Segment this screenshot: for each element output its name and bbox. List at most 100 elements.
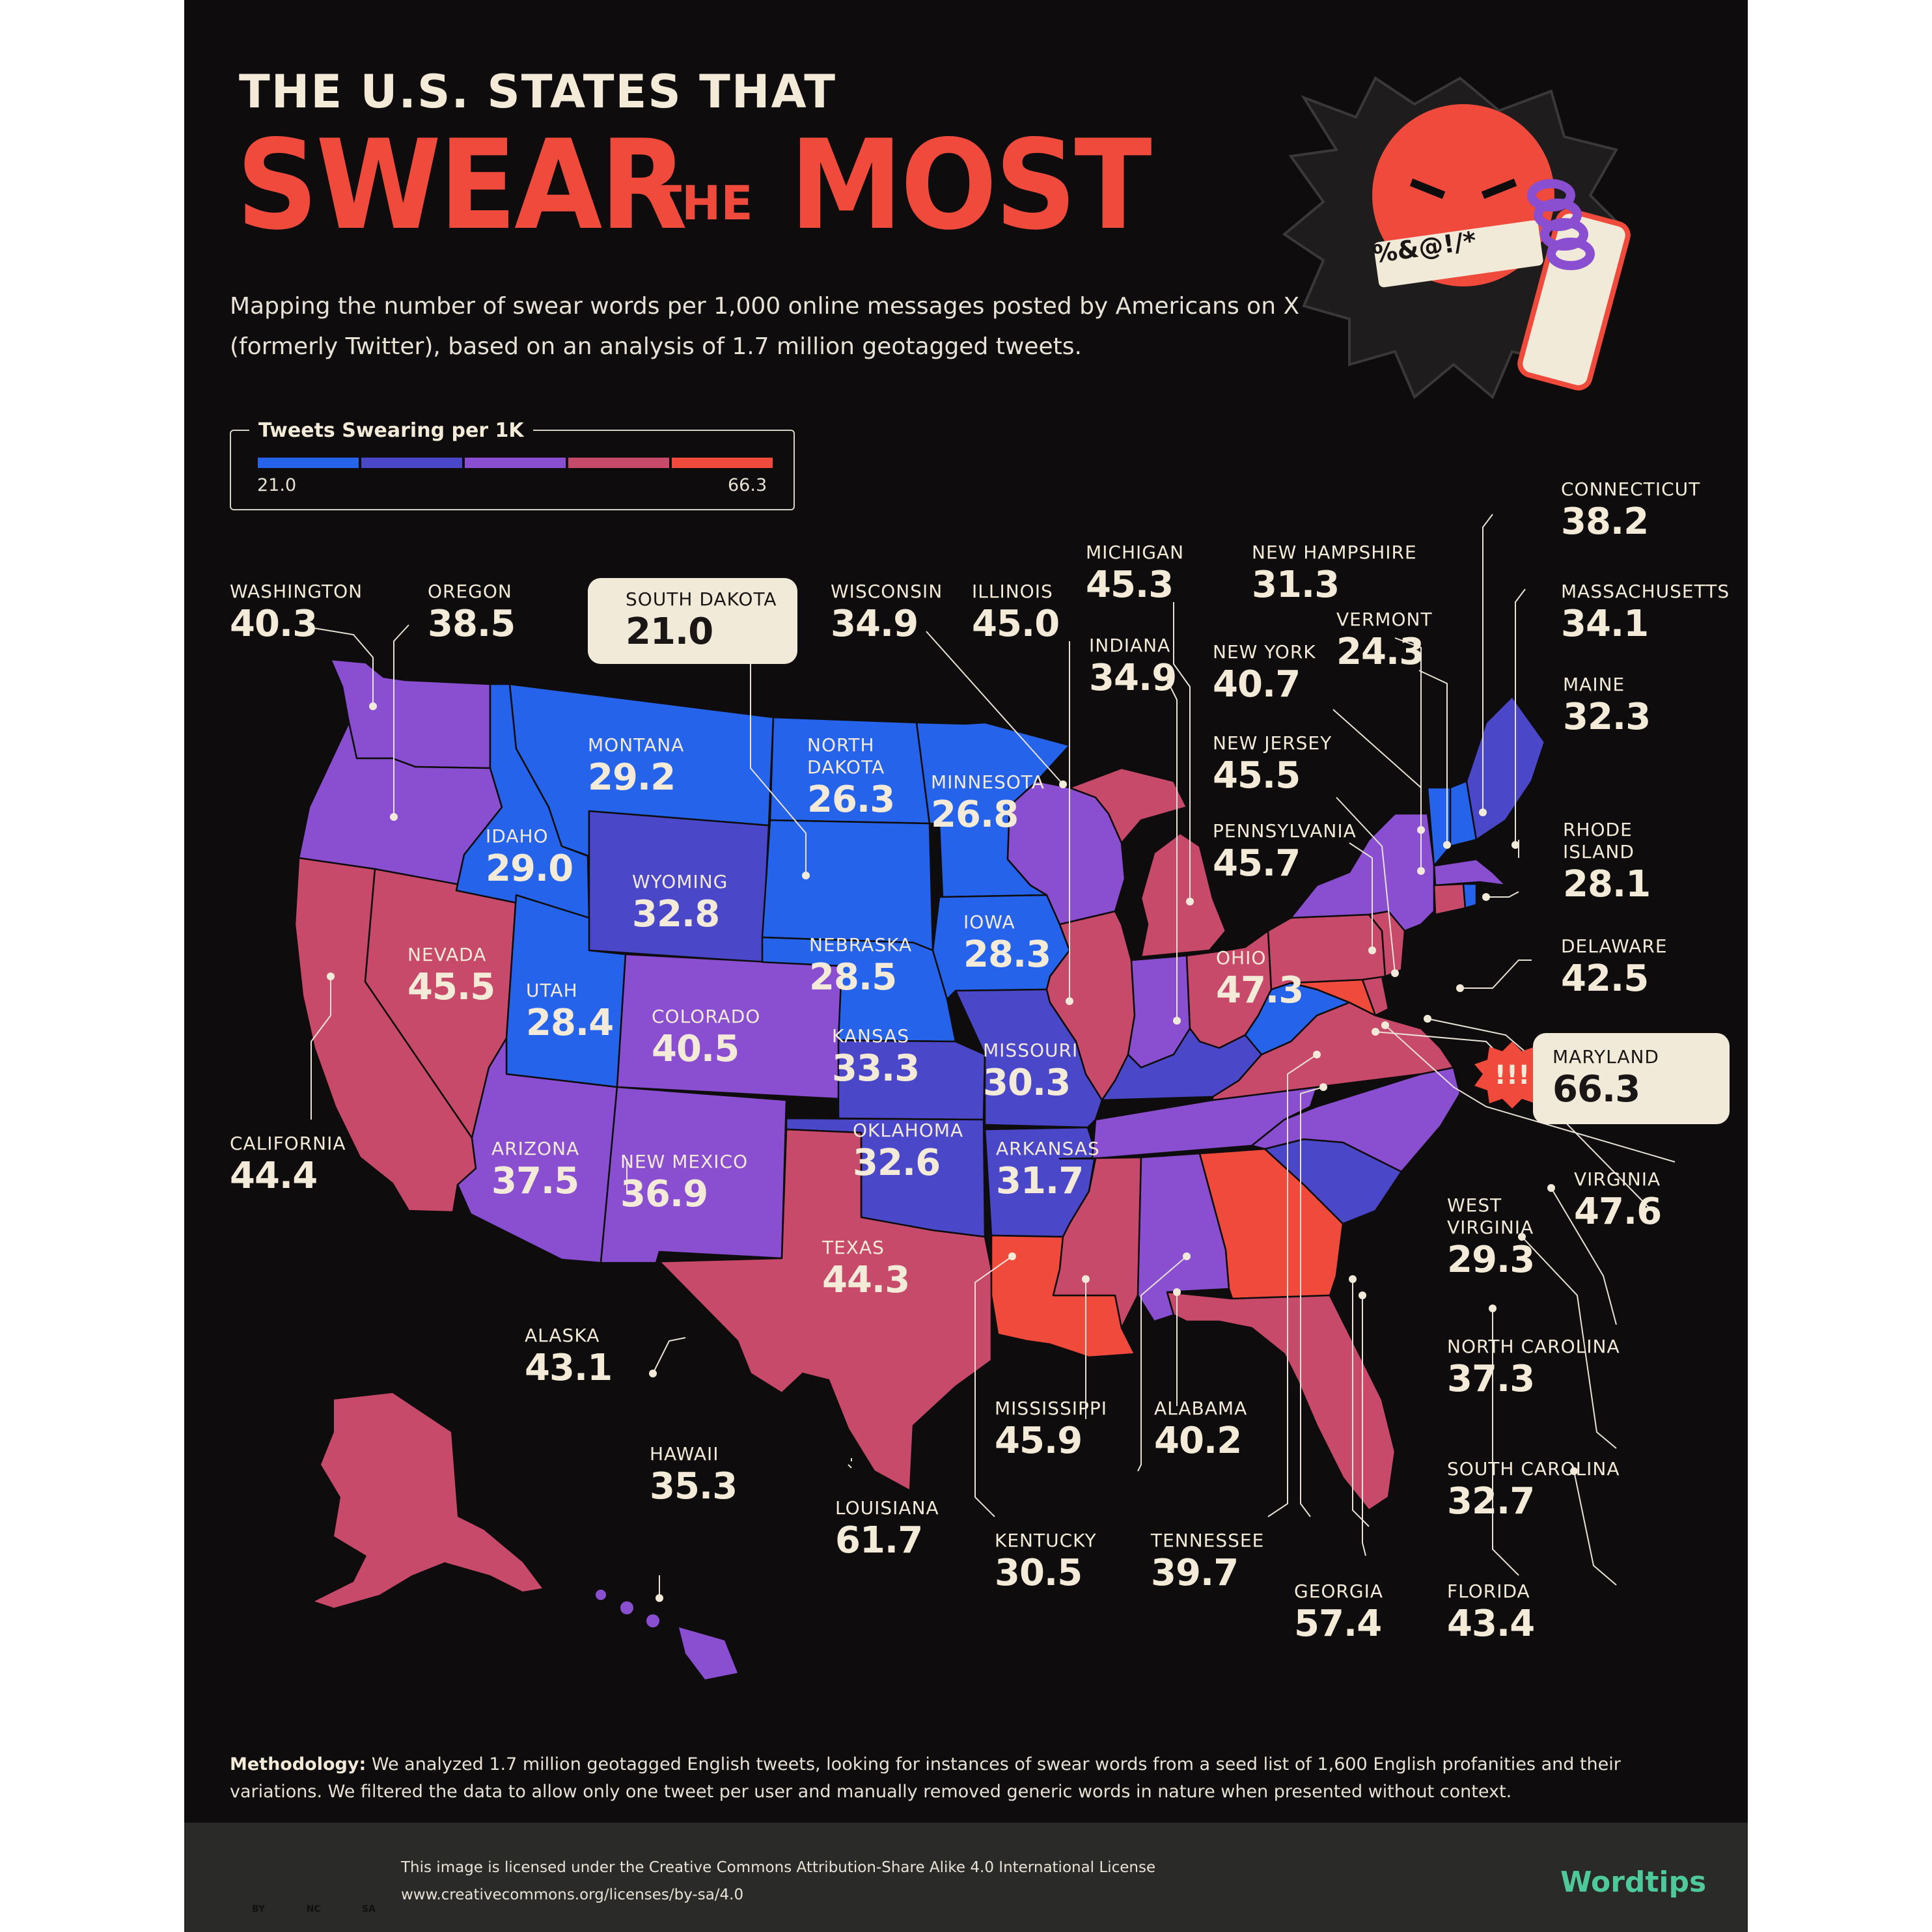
state-new-mexico [600, 1086, 788, 1264]
state-value: 40.3 [230, 603, 318, 645]
label-maryland: MARYLAND 66.3 [1552, 1046, 1659, 1111]
license-link[interactable]: www.creativecommons.org/licenses/by-sa/4… [401, 1886, 744, 1903]
label-indiana: INDIANA 34.9 [1089, 635, 1177, 700]
label-maine: MAINE 32.3 [1563, 674, 1651, 739]
state-value: 38.5 [428, 603, 516, 645]
label-iowa: IOWA 28.3 [963, 911, 1051, 976]
label-missouri: MISSOURI 30.3 [983, 1040, 1078, 1105]
state-value: 43.1 [525, 1347, 613, 1389]
state-value: 36.9 [620, 1173, 708, 1215]
label-alaska: ALASKA 43.1 [525, 1325, 613, 1390]
state-value: 37.5 [491, 1160, 579, 1202]
state-value: 44.3 [822, 1259, 910, 1301]
state-name-line1: NORTH [807, 734, 875, 756]
state-name: MARYLAND [1552, 1046, 1659, 1068]
state-name: PENNSYLVANIA [1213, 820, 1357, 842]
state-value: 37.3 [1447, 1358, 1535, 1400]
label-oklahoma: OKLAHOMA 32.6 [853, 1120, 963, 1185]
cc-by-label: BY [252, 1904, 266, 1914]
label-utah: UTAH 28.4 [526, 980, 614, 1045]
title-the: THE [650, 176, 753, 230]
wordtips-brand: Wordtips [1560, 1866, 1707, 1899]
label-kentucky: KENTUCKY 30.5 [995, 1530, 1097, 1595]
state-name: ARIZONA [491, 1138, 580, 1159]
label-montana: MONTANA 29.2 [588, 734, 684, 799]
label-florida: FLORIDA 43.4 [1447, 1580, 1535, 1646]
state-name: NEW MEXICO [620, 1151, 749, 1172]
state-name: NEW YORK [1213, 641, 1316, 663]
label-tennessee: TENNESSEE 39.7 [1151, 1530, 1264, 1595]
state-value: 66.3 [1552, 1068, 1640, 1111]
methodology-label: Methodology: [230, 1754, 366, 1774]
label-vermont: VERMONT 24.3 [1336, 609, 1433, 674]
state-value: 32.8 [632, 893, 720, 935]
label-south-carolina: SOUTH CAROLINA 32.7 [1447, 1458, 1620, 1523]
state-name: NEBRASKA [809, 934, 913, 956]
subtitle: Mapping the number of swear words per 1,… [230, 293, 1300, 360]
state-alaska [314, 1393, 542, 1608]
state-texas [658, 1128, 993, 1492]
label-new-york: NEW YORK 40.7 [1213, 641, 1316, 706]
state-name: ILLINOIS [972, 581, 1053, 602]
label-north-dakota: NORTH DAKOTA 26.3 [807, 734, 895, 821]
label-arizona: ARIZONA 37.5 [491, 1138, 579, 1203]
md-exclamation-badge: !!! [1474, 1042, 1550, 1109]
state-name: NEW JERSEY [1213, 732, 1332, 754]
legend-swatches [258, 458, 773, 468]
label-hawaii: HAWAII 35.3 [650, 1443, 738, 1508]
state-name-line2: ISLAND [1563, 841, 1635, 862]
legend-max: 66.3 [728, 475, 767, 495]
state-name: FLORIDA [1447, 1580, 1530, 1602]
state-value: 40.7 [1213, 663, 1301, 706]
state-name: MISSOURI [983, 1040, 1079, 1061]
title-swear: SWEAR [236, 113, 687, 257]
state-rhode-island [1462, 883, 1478, 909]
label-wisconsin: WISCONSIN 34.9 [831, 581, 943, 646]
label-north-carolina: NORTH CAROLINA 37.3 [1447, 1336, 1620, 1401]
title-line1: THE U.S. STATES THAT [239, 65, 836, 118]
state-north-carolina [1250, 1066, 1461, 1173]
state-value: 28.5 [809, 956, 897, 999]
state-hawaii [596, 1590, 738, 1679]
state-value: 29.2 [588, 756, 676, 799]
label-new-mexico: NEW MEXICO 36.9 [620, 1151, 748, 1216]
state-value: 33.3 [832, 1047, 920, 1090]
label-alabama: ALABAMA 40.2 [1154, 1398, 1247, 1463]
label-idaho: IDAHO 29.0 [486, 825, 573, 890]
state-name: ARKANSAS [996, 1138, 1100, 1159]
state-value: 21.0 [626, 611, 713, 653]
state-value: 47.6 [1574, 1191, 1662, 1233]
state-name: MONTANA [588, 734, 685, 756]
state-name-line2: DAKOTA [807, 756, 885, 778]
label-south-dakota: SOUTH DAKOTA 21.0 [626, 588, 777, 654]
label-kansas: KANSAS 33.3 [832, 1025, 920, 1090]
label-colorado: COLORADO 40.5 [652, 1006, 760, 1071]
state-name: KENTUCKY [995, 1530, 1097, 1551]
state-name: VIRGINIA [1574, 1168, 1661, 1190]
state-name: OREGON [428, 581, 512, 602]
state-value: 32.7 [1447, 1480, 1535, 1523]
state-name: IOWA [963, 911, 1015, 933]
label-oregon: OREGON 38.5 [428, 581, 516, 646]
label-wyoming: WYOMING 32.8 [632, 871, 728, 936]
state-name: UTAH [526, 980, 578, 1001]
label-mississippi: MISSISSIPPI 45.9 [995, 1398, 1107, 1463]
label-illinois: ILLINOIS 45.0 [972, 581, 1060, 646]
state-name: WYOMING [632, 871, 728, 892]
state-name: IDAHO [486, 825, 549, 847]
state-name: DELAWARE [1561, 935, 1668, 957]
label-massachusetts: MASSACHUSETTS 34.1 [1561, 581, 1730, 646]
state-value: 32.6 [853, 1142, 941, 1184]
state-name: OKLAHOMA [853, 1120, 964, 1141]
state-south-dakota [761, 819, 934, 952]
state-value: 31.3 [1252, 564, 1340, 606]
state-name: NORTH CAROLINA [1447, 1336, 1620, 1357]
svg-text:!!!: !!! [1495, 1060, 1530, 1090]
state-value: 38.2 [1561, 501, 1649, 543]
state-name: NEW HAMPSHIRE [1252, 542, 1417, 563]
state-massachusetts [1433, 858, 1507, 887]
leader-lines [310, 514, 1676, 1598]
label-rhode-island: RHODE ISLAND 28.1 [1563, 819, 1651, 906]
state-name: MASSACHUSETTS [1561, 581, 1730, 602]
state-name: WISCONSIN [831, 581, 943, 602]
